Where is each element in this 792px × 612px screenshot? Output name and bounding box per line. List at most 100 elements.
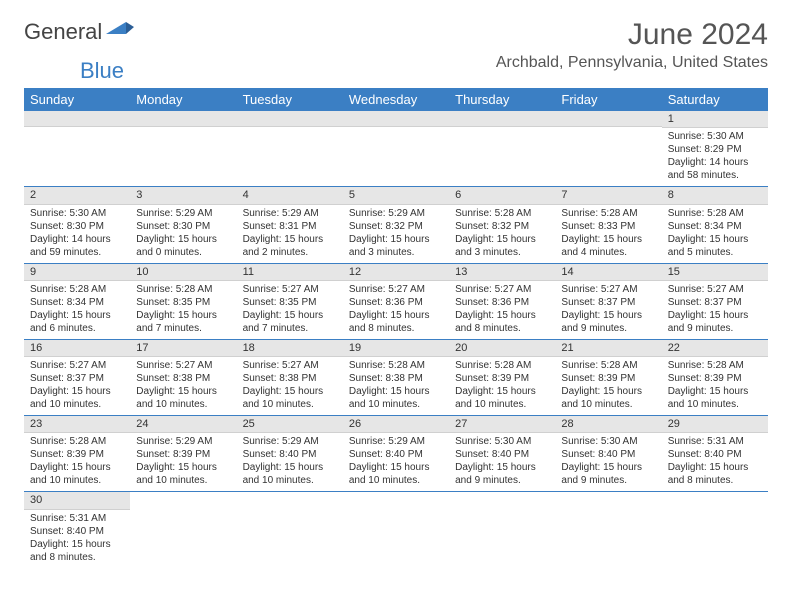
- day-detail: Sunrise: 5:28 AMSunset: 8:38 PMDaylight:…: [343, 357, 449, 415]
- calendar-cell: 12Sunrise: 5:27 AMSunset: 8:36 PMDayligh…: [343, 263, 449, 339]
- calendar-cell: 25Sunrise: 5:29 AMSunset: 8:40 PMDayligh…: [237, 416, 343, 492]
- day-number: 15: [662, 264, 768, 281]
- day-detail: Sunrise: 5:30 AMSunset: 8:30 PMDaylight:…: [24, 205, 130, 263]
- day-detail: Sunrise: 5:29 AMSunset: 8:40 PMDaylight:…: [237, 433, 343, 491]
- calendar-cell: [555, 111, 661, 187]
- day-number: 5: [343, 187, 449, 204]
- calendar-cell: 9Sunrise: 5:28 AMSunset: 8:34 PMDaylight…: [24, 263, 130, 339]
- calendar-cell: 27Sunrise: 5:30 AMSunset: 8:40 PMDayligh…: [449, 416, 555, 492]
- day-number: 2: [24, 187, 130, 204]
- day-detail: Sunrise: 5:27 AMSunset: 8:38 PMDaylight:…: [237, 357, 343, 415]
- day-number: 7: [555, 187, 661, 204]
- calendar-cell: [343, 492, 449, 568]
- day-number: 13: [449, 264, 555, 281]
- day-number: 14: [555, 264, 661, 281]
- day-detail: Sunrise: 5:27 AMSunset: 8:36 PMDaylight:…: [343, 281, 449, 339]
- day-header: Saturday: [662, 88, 768, 111]
- calendar-cell: [343, 111, 449, 187]
- day-number: 30: [24, 492, 130, 509]
- calendar-cell: 3Sunrise: 5:29 AMSunset: 8:30 PMDaylight…: [130, 187, 236, 263]
- calendar-cell: 4Sunrise: 5:29 AMSunset: 8:31 PMDaylight…: [237, 187, 343, 263]
- calendar-cell: [24, 111, 130, 187]
- day-detail: Sunrise: 5:27 AMSunset: 8:37 PMDaylight:…: [662, 281, 768, 339]
- calendar-cell: 6Sunrise: 5:28 AMSunset: 8:32 PMDaylight…: [449, 187, 555, 263]
- calendar-cell: 1Sunrise: 5:30 AMSunset: 8:29 PMDaylight…: [662, 111, 768, 187]
- day-number: 22: [662, 340, 768, 357]
- day-number: 4: [237, 187, 343, 204]
- day-number: 8: [662, 187, 768, 204]
- calendar-cell: 20Sunrise: 5:28 AMSunset: 8:39 PMDayligh…: [449, 339, 555, 415]
- day-detail: Sunrise: 5:28 AMSunset: 8:34 PMDaylight:…: [662, 205, 768, 263]
- day-number: 17: [130, 340, 236, 357]
- calendar-cell: [449, 111, 555, 187]
- calendar-cell: 7Sunrise: 5:28 AMSunset: 8:33 PMDaylight…: [555, 187, 661, 263]
- day-detail: Sunrise: 5:31 AMSunset: 8:40 PMDaylight:…: [662, 433, 768, 491]
- day-detail: Sunrise: 5:27 AMSunset: 8:37 PMDaylight:…: [24, 357, 130, 415]
- page-title: June 2024: [496, 18, 768, 52]
- calendar-cell: 24Sunrise: 5:29 AMSunset: 8:39 PMDayligh…: [130, 416, 236, 492]
- day-number: 9: [24, 264, 130, 281]
- day-number: 10: [130, 264, 236, 281]
- day-detail: Sunrise: 5:28 AMSunset: 8:39 PMDaylight:…: [24, 433, 130, 491]
- calendar-cell: [449, 492, 555, 568]
- day-detail: Sunrise: 5:27 AMSunset: 8:37 PMDaylight:…: [555, 281, 661, 339]
- day-header: Tuesday: [237, 88, 343, 111]
- day-detail: Sunrise: 5:28 AMSunset: 8:39 PMDaylight:…: [662, 357, 768, 415]
- day-detail: Sunrise: 5:27 AMSunset: 8:38 PMDaylight:…: [130, 357, 236, 415]
- day-detail: Sunrise: 5:29 AMSunset: 8:39 PMDaylight:…: [130, 433, 236, 491]
- day-number: 25: [237, 416, 343, 433]
- day-detail: Sunrise: 5:29 AMSunset: 8:40 PMDaylight:…: [343, 433, 449, 491]
- calendar-header-row: SundayMondayTuesdayWednesdayThursdayFrid…: [24, 88, 768, 111]
- day-number: 3: [130, 187, 236, 204]
- logo-text-blue-wrap: Blue: [24, 58, 768, 84]
- day-header: Thursday: [449, 88, 555, 111]
- calendar-cell: 11Sunrise: 5:27 AMSunset: 8:35 PMDayligh…: [237, 263, 343, 339]
- calendar-cell: 14Sunrise: 5:27 AMSunset: 8:37 PMDayligh…: [555, 263, 661, 339]
- calendar-cell: 19Sunrise: 5:28 AMSunset: 8:38 PMDayligh…: [343, 339, 449, 415]
- calendar-cell: 5Sunrise: 5:29 AMSunset: 8:32 PMDaylight…: [343, 187, 449, 263]
- day-number: 27: [449, 416, 555, 433]
- calendar-cell: 17Sunrise: 5:27 AMSunset: 8:38 PMDayligh…: [130, 339, 236, 415]
- calendar-cell: [237, 111, 343, 187]
- day-number: 23: [24, 416, 130, 433]
- day-detail: Sunrise: 5:27 AMSunset: 8:36 PMDaylight:…: [449, 281, 555, 339]
- calendar-cell: [130, 111, 236, 187]
- day-number: 20: [449, 340, 555, 357]
- calendar-cell: [555, 492, 661, 568]
- calendar-cell: [662, 492, 768, 568]
- calendar-cell: 23Sunrise: 5:28 AMSunset: 8:39 PMDayligh…: [24, 416, 130, 492]
- day-number: 24: [130, 416, 236, 433]
- day-detail: Sunrise: 5:27 AMSunset: 8:35 PMDaylight:…: [237, 281, 343, 339]
- logo-text-blue: Blue: [80, 58, 124, 83]
- day-number: 12: [343, 264, 449, 281]
- day-number: 28: [555, 416, 661, 433]
- day-number: 21: [555, 340, 661, 357]
- calendar-body: 1Sunrise: 5:30 AMSunset: 8:29 PMDaylight…: [24, 111, 768, 568]
- day-number: 26: [343, 416, 449, 433]
- calendar-cell: 29Sunrise: 5:31 AMSunset: 8:40 PMDayligh…: [662, 416, 768, 492]
- day-detail: Sunrise: 5:28 AMSunset: 8:39 PMDaylight:…: [555, 357, 661, 415]
- calendar-cell: 8Sunrise: 5:28 AMSunset: 8:34 PMDaylight…: [662, 187, 768, 263]
- calendar-cell: [237, 492, 343, 568]
- day-detail: Sunrise: 5:30 AMSunset: 8:29 PMDaylight:…: [662, 128, 768, 186]
- day-header: Sunday: [24, 88, 130, 111]
- calendar-cell: 10Sunrise: 5:28 AMSunset: 8:35 PMDayligh…: [130, 263, 236, 339]
- day-number: 19: [343, 340, 449, 357]
- day-detail: Sunrise: 5:28 AMSunset: 8:32 PMDaylight:…: [449, 205, 555, 263]
- logo-flag-icon: [106, 18, 134, 44]
- day-detail: Sunrise: 5:28 AMSunset: 8:33 PMDaylight:…: [555, 205, 661, 263]
- day-number: 29: [662, 416, 768, 433]
- calendar-cell: 28Sunrise: 5:30 AMSunset: 8:40 PMDayligh…: [555, 416, 661, 492]
- day-number: 6: [449, 187, 555, 204]
- day-number: 1: [662, 111, 768, 128]
- day-header: Monday: [130, 88, 236, 111]
- calendar-table: SundayMondayTuesdayWednesdayThursdayFrid…: [24, 88, 768, 568]
- day-number: 18: [237, 340, 343, 357]
- day-detail: Sunrise: 5:29 AMSunset: 8:31 PMDaylight:…: [237, 205, 343, 263]
- logo-text-general: General: [24, 19, 102, 45]
- day-detail: Sunrise: 5:29 AMSunset: 8:30 PMDaylight:…: [130, 205, 236, 263]
- day-header: Friday: [555, 88, 661, 111]
- calendar-cell: 30Sunrise: 5:31 AMSunset: 8:40 PMDayligh…: [24, 492, 130, 568]
- day-detail: Sunrise: 5:28 AMSunset: 8:34 PMDaylight:…: [24, 281, 130, 339]
- day-number: 11: [237, 264, 343, 281]
